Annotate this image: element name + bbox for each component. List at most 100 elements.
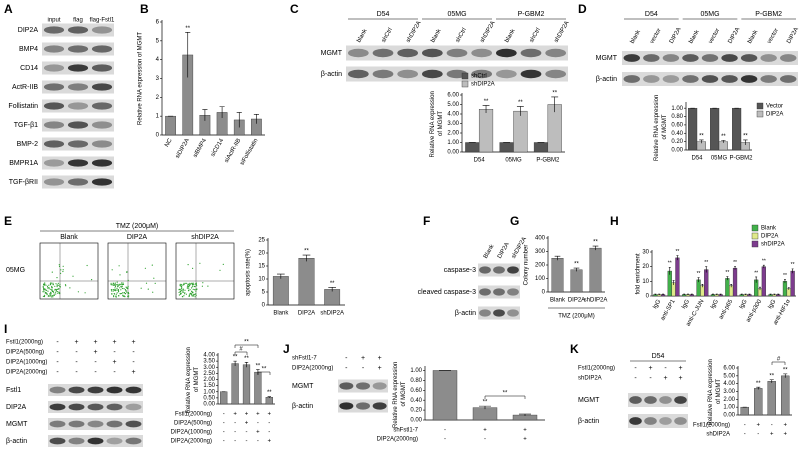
lane-label: DIP2A	[786, 27, 800, 45]
flow-dot	[112, 289, 114, 291]
flow-dot	[145, 282, 148, 284]
flow-dot	[55, 291, 57, 293]
blot-band	[91, 102, 113, 110]
flow-dot	[191, 290, 193, 292]
condition-label: shDIP2A	[706, 432, 730, 438]
y-tick-label: 4	[156, 57, 160, 63]
flow-dot	[196, 289, 198, 291]
flow-dot	[52, 296, 54, 298]
condition-label: DIP2A(2000ng)	[377, 437, 418, 443]
y-tick-label: 1.00	[723, 405, 735, 411]
flow-dot	[51, 289, 53, 292]
bar	[696, 279, 701, 297]
flow-dot	[50, 296, 53, 298]
flow-dot	[113, 289, 115, 291]
blot-band	[674, 396, 687, 404]
condition-sign: -	[771, 423, 773, 429]
significance: **	[267, 390, 272, 396]
condition-sign: -	[362, 365, 365, 372]
flow-dot	[44, 288, 46, 290]
bar	[324, 289, 341, 306]
bracket	[484, 395, 526, 399]
error-bar	[773, 293, 776, 295]
lane-label: DIP2A	[727, 27, 741, 45]
blot-band	[125, 437, 142, 445]
flow-dot	[51, 286, 53, 288]
legend-label: shCtrl	[471, 74, 487, 80]
flow-dot	[58, 265, 61, 267]
blot-band	[644, 396, 657, 404]
blot-group-label: 05MG	[447, 11, 466, 18]
blot-band	[67, 121, 89, 129]
condition-sign: -	[234, 439, 236, 445]
condition-sign: -	[634, 365, 637, 372]
condition-sign: -	[56, 339, 59, 346]
blot-strip	[628, 393, 688, 407]
flow-dot	[120, 292, 122, 295]
error-bar	[734, 266, 736, 270]
significance: **	[704, 260, 708, 266]
condition-sign: -	[757, 432, 759, 438]
x-tick-label: IgG	[681, 299, 691, 311]
blot-band	[43, 45, 65, 53]
condition-sign: -	[75, 369, 78, 376]
condition-sign: +	[245, 421, 249, 427]
bar	[231, 363, 239, 405]
error-bar	[787, 287, 790, 290]
flow-sample-label: Blank	[60, 234, 78, 241]
bar	[729, 285, 734, 297]
condition-label: DIP2A(2000ng)	[292, 366, 333, 372]
x-tick-label: NC	[164, 137, 174, 148]
flow-dot	[125, 290, 128, 292]
blot-row-label: Fstl1	[6, 387, 21, 394]
significance: **	[697, 271, 701, 277]
blot-band	[49, 386, 66, 394]
flow-dot	[121, 286, 123, 288]
flow-dot	[184, 282, 186, 284]
bar	[472, 407, 498, 421]
condition-sign: +	[663, 375, 667, 382]
flow-dot	[42, 285, 44, 287]
bar	[732, 107, 742, 151]
flow-dot	[57, 282, 59, 284]
bar	[533, 142, 549, 153]
y-tick-label: 1.50	[203, 383, 215, 389]
flow-dot	[62, 265, 64, 267]
lane-label: blank	[430, 28, 443, 44]
condition-label: DIP2A(2000ng)	[6, 370, 47, 376]
blot-band	[43, 26, 65, 34]
condition-sign: -	[345, 365, 348, 372]
y-tick-label: 0.00	[723, 413, 735, 419]
significance: **	[769, 373, 774, 379]
bracket	[234, 344, 259, 348]
flow-dot	[123, 295, 125, 297]
condition-sign: -	[257, 421, 259, 427]
blot-row-label: β-actin	[321, 71, 342, 78]
flow-dot	[42, 289, 45, 291]
blot-band	[493, 266, 505, 274]
flow-dot	[184, 289, 186, 291]
error-bar	[519, 413, 531, 417]
flow-dot	[42, 295, 45, 297]
flow-dot	[51, 271, 53, 273]
flow-dot	[111, 269, 113, 271]
bar	[242, 364, 251, 405]
flow-dot	[122, 292, 124, 294]
y-axis-label: Colony number	[524, 245, 530, 286]
flow-dot	[50, 294, 52, 296]
flow-dot	[53, 293, 55, 295]
blot-band	[507, 288, 519, 296]
bar	[790, 270, 795, 297]
blot-band	[91, 121, 113, 129]
x-tick-label: P-GBM2	[729, 156, 753, 162]
flow-dot	[58, 291, 60, 293]
panel-letter: F	[423, 214, 430, 228]
flow-dot	[182, 296, 184, 298]
blot-band	[67, 83, 89, 91]
y-tick-label: 6.00	[723, 366, 735, 372]
y-tick-label: 0.00	[447, 150, 459, 156]
panel-letter: C	[290, 2, 299, 16]
blot-band	[91, 159, 113, 167]
lane-label: Blank	[483, 243, 496, 260]
y-tick-label: 200	[535, 263, 546, 269]
